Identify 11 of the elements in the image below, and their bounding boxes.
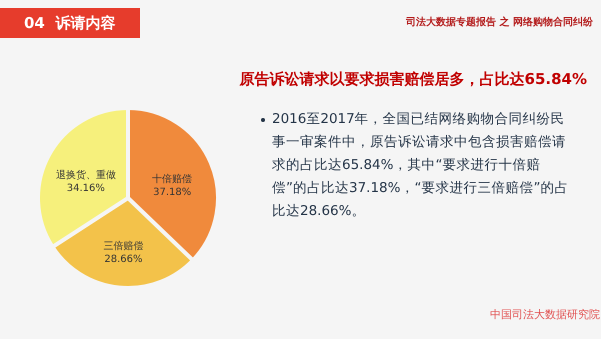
text: 04 诉请内容 [0, 8, 140, 38]
text: 2016至2017年，全国已结网络购物合同纠纷民事一审案件中，原告诉讼请求中包含损害赔偿请求的占比达65.84%，其中“要求进行十倍赔偿”的占比达37.18%，“要求进行三倍赔偿”的占比达28.66%。 [271, 110, 570, 221]
text: 原告诉讼请求以要求损害赔偿居多，占比达65.84% [240, 70, 587, 89]
slice-label: 三倍赔偿 [103, 240, 144, 252]
data-label: 34.16% [66, 183, 105, 194]
text: 司法大数据专题报告 之 网络购物合同纠纷 [406, 15, 593, 29]
text: 中国司法大数据研究院 [490, 307, 600, 322]
slice-label: 退换货、重做 [56, 169, 116, 182]
data-label: 37.18% [153, 187, 192, 198]
slice-label: 十倍赔偿 [152, 173, 192, 186]
data-label: 28.66% [104, 254, 143, 265]
